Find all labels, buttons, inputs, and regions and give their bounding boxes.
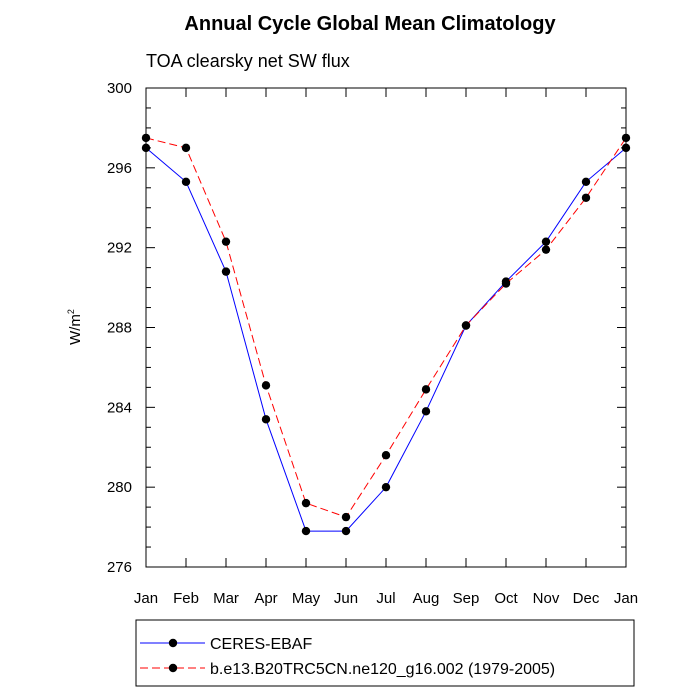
series-layer: [141, 133, 631, 536]
series-2-point: [541, 245, 551, 254]
x-tick-label: Jul: [376, 590, 395, 607]
series-1-point: [541, 237, 551, 246]
x-tick-label: Apr: [254, 590, 277, 607]
series-1-point: [301, 526, 311, 536]
series-2-point: [501, 279, 511, 288]
series-1-point: [141, 143, 151, 153]
y-tick-label: 300: [107, 80, 132, 97]
series-1-point: [581, 177, 591, 187]
series-1-point: [621, 143, 631, 153]
series-1-point: [261, 415, 271, 424]
y-axis-label: W/m2: [66, 309, 84, 345]
series-2-point: [621, 133, 631, 143]
series-2-point: [461, 321, 471, 330]
series-1-point: [221, 267, 231, 276]
x-tick-label: Jan: [134, 590, 158, 607]
x-tick-label: Mar: [213, 590, 239, 607]
series-1-point: [181, 177, 191, 187]
x-tick-label: Nov: [533, 590, 560, 607]
y-tick-label: 296: [107, 160, 132, 177]
plot-frame: [145, 87, 627, 568]
series-2-point: [581, 193, 591, 202]
plot-axes: [145, 87, 627, 568]
series-line-2: [145, 137, 627, 518]
svg-text:W/m2: W/m2: [66, 309, 84, 345]
legend-marker-2: [168, 663, 178, 673]
x-tick-label: Jan: [614, 590, 638, 607]
chart-subtitle: TOA clearsky net SW flux: [146, 51, 350, 71]
y-tick-label: 280: [107, 479, 132, 496]
series-line-1: [145, 147, 627, 532]
legend-label-2: b.e13.B20TRC5CN.ne120_g16.002 (1979-2005…: [210, 661, 555, 678]
series-2-point: [381, 451, 391, 460]
x-tick-label: Aug: [413, 590, 440, 607]
series-2-point: [221, 237, 231, 246]
series-2-point: [421, 385, 431, 394]
x-tick-label: Oct: [494, 590, 518, 607]
series-1-point: [381, 482, 391, 492]
y-axis-label-superscript: 2: [66, 309, 76, 314]
legend-box: [135, 619, 635, 687]
series-1-point: [421, 407, 431, 416]
y-tick-label: 276: [107, 559, 132, 576]
x-tick-label: Dec: [573, 590, 600, 607]
legend-label-1: CERES-EBAF: [210, 636, 312, 653]
series-2-point: [301, 498, 311, 508]
series-1-point: [341, 526, 351, 536]
x-tick-label: Sep: [453, 590, 480, 607]
legend-marker-1: [168, 638, 178, 648]
series-2-point: [141, 133, 151, 143]
y-axis-label-unit: W/m: [67, 314, 84, 345]
x-tick-label: May: [292, 590, 321, 607]
y-tick-label: 288: [107, 320, 132, 337]
series-2-point: [341, 512, 351, 522]
x-tick-label: Jun: [334, 590, 358, 607]
y-tick-label: 292: [107, 240, 132, 257]
chart-title: Annual Cycle Global Mean Climatology: [184, 13, 556, 35]
series-2-point: [181, 143, 191, 153]
series-2-point: [261, 381, 271, 390]
legend: CERES-EBAF b.e13.B20TRC5CN.ne120_g16.002 …: [140, 636, 555, 678]
x-tick-label: Feb: [173, 590, 199, 607]
y-tick-label: 284: [107, 399, 132, 416]
